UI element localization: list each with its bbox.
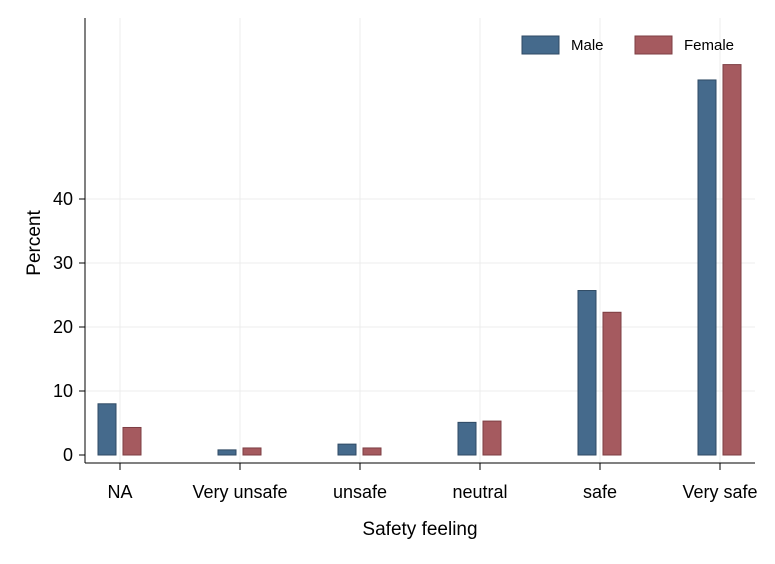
legend-label-female: Female (684, 37, 734, 54)
bars (97, 64, 742, 456)
y-ticks: 0 10 20 30 40 (53, 189, 85, 465)
x-tick-label: unsafe (333, 482, 387, 502)
bar-male-3 (457, 421, 477, 456)
bar-male-0 (97, 403, 117, 456)
bar-male-5 (697, 79, 717, 456)
bar-male-2 (337, 443, 357, 456)
legend: Male Female (521, 35, 734, 55)
x-tick-label: Very safe (682, 482, 757, 502)
x-ticks: NA Very unsafe unsafe neutral safe Very safe (107, 463, 758, 502)
x-tick-label: neutral (452, 482, 507, 502)
bar-female-5 (722, 64, 742, 456)
x-tick-label: safe (583, 482, 617, 502)
y-tick-label: 0 (63, 445, 73, 465)
bar-female-3 (482, 420, 502, 456)
bar-female-2 (362, 447, 382, 456)
bar-female-4 (602, 311, 622, 456)
bar-male-4 (577, 290, 597, 456)
x-axis-title: Safety feeling (362, 519, 477, 540)
legend-swatch-female (634, 35, 673, 55)
gridlines (85, 18, 755, 463)
x-tick-label: Very unsafe (192, 482, 287, 502)
y-axis-title: Percent (24, 210, 45, 276)
y-tick-label: 20 (53, 317, 73, 337)
axes (84, 18, 755, 464)
bar-female-0 (122, 426, 142, 456)
y-tick-label: 40 (53, 189, 73, 209)
bar-male-1 (217, 449, 237, 456)
legend-swatch-male (521, 35, 560, 55)
bar-female-1 (242, 447, 262, 456)
y-tick-label: 10 (53, 381, 73, 401)
legend-label-male: Male (571, 37, 604, 54)
x-tick-label: NA (107, 482, 132, 502)
y-tick-label: 30 (53, 253, 73, 273)
